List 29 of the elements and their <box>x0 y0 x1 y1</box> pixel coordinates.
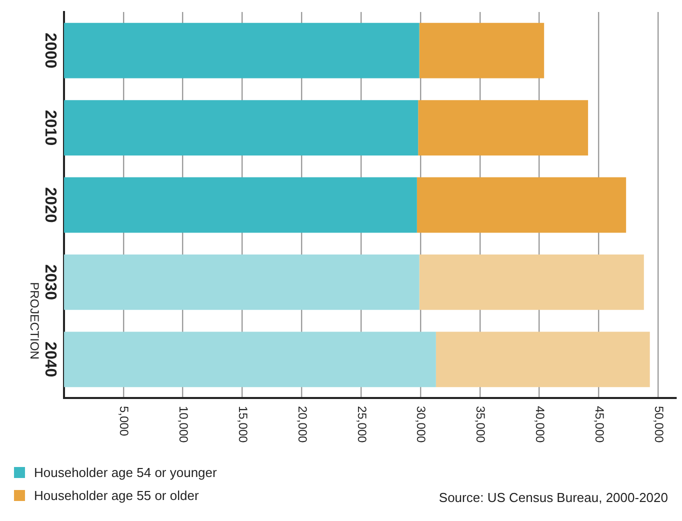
bar <box>64 332 436 388</box>
x-tick-label: 45,000 <box>592 406 606 444</box>
x-tick-label: 5,000 <box>117 406 132 436</box>
x-tick-label: 35,000 <box>474 406 488 444</box>
bar <box>419 254 644 310</box>
bar <box>418 100 588 156</box>
bar <box>64 254 420 310</box>
y-tick-label: 2020 <box>42 187 59 223</box>
x-tick-label: 40,000 <box>533 406 548 444</box>
bar <box>64 22 420 78</box>
bar <box>419 22 544 78</box>
x-tick-label: 25,000 <box>354 406 369 444</box>
y-tick-label: 2010 <box>42 110 59 146</box>
y-tick-label: 2000 <box>42 32 59 68</box>
y-tick-label: 2040 <box>42 342 59 378</box>
bar <box>64 177 417 233</box>
text: PROJECTION <box>28 282 42 360</box>
y-tick-label: 2030 <box>42 264 59 300</box>
x-tick-label: 10,000 <box>176 406 191 444</box>
legend-label: Householder age 55 or older <box>34 488 199 503</box>
x-tick-label: 15,000 <box>236 406 250 444</box>
bar <box>416 177 626 233</box>
x-tick-label: 50,000 <box>652 406 666 444</box>
x-tick-label: 30,000 <box>414 406 428 444</box>
legend-label: Householder age 54 or younger <box>34 465 217 480</box>
bar <box>64 100 418 156</box>
source-note: Source: US Census Bureau, 2000-2020 <box>438 490 668 505</box>
bar <box>436 332 650 388</box>
x-tick-label: 20,000 <box>295 406 310 444</box>
